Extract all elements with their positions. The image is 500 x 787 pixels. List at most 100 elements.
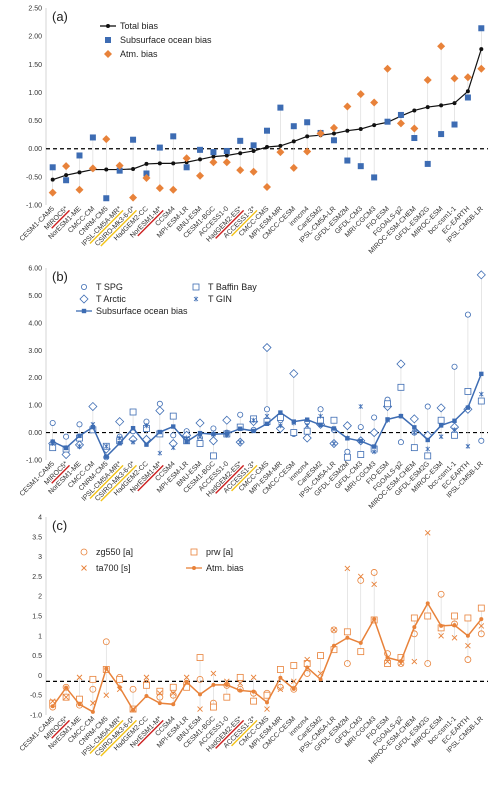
data-point — [61, 449, 71, 460]
data-point — [290, 678, 297, 685]
data-point — [223, 693, 231, 701]
data-point — [75, 185, 84, 194]
data-point — [64, 173, 69, 178]
data-point — [476, 270, 486, 280]
data-point — [76, 152, 83, 159]
data-point — [397, 383, 405, 391]
legend-entry: T Arctic — [79, 294, 126, 304]
data-point — [451, 363, 458, 370]
data-point — [117, 685, 122, 690]
data-point — [249, 167, 258, 176]
data-point — [452, 623, 457, 628]
data-point — [317, 406, 324, 413]
legend-marker — [193, 296, 199, 302]
data-point — [331, 643, 336, 648]
data-point — [412, 430, 417, 436]
data-point — [331, 627, 337, 633]
data-point — [236, 673, 244, 681]
data-point — [251, 148, 256, 153]
model-highlight-underline — [100, 209, 137, 247]
data-point — [371, 174, 378, 181]
data-point — [358, 404, 364, 410]
data-point — [372, 123, 377, 128]
data-point — [463, 73, 472, 82]
data-point — [63, 433, 70, 440]
data-point — [464, 656, 472, 663]
data-point — [303, 427, 311, 435]
data-point — [129, 408, 137, 416]
data-point — [251, 417, 256, 423]
y-tick-label: 1.50 — [28, 62, 42, 69]
data-point — [104, 454, 109, 459]
data-point — [303, 147, 312, 156]
legend-marker — [190, 548, 198, 556]
data-point — [465, 633, 470, 638]
data-point — [477, 397, 485, 405]
data-point — [278, 423, 283, 429]
data-point — [196, 440, 204, 447]
data-point — [302, 433, 312, 443]
data-point — [129, 193, 138, 202]
legend-entry: ta700 [s] — [81, 563, 131, 573]
legend-label: Atm. bias — [206, 563, 244, 573]
data-point — [345, 635, 350, 640]
data-point — [250, 142, 257, 149]
y-tick-label: -1.00 — [26, 458, 42, 465]
y-tick-label: 1 — [38, 633, 42, 640]
data-point — [169, 691, 177, 699]
model-highlight-underline — [89, 719, 124, 755]
data-point — [372, 617, 377, 622]
data-point — [170, 445, 176, 451]
data-point — [409, 414, 419, 424]
data-point — [356, 90, 365, 99]
data-point — [438, 131, 445, 138]
data-point — [157, 450, 163, 456]
legend-marker — [192, 566, 196, 570]
data-point — [438, 423, 444, 428]
data-point — [277, 104, 284, 111]
data-point — [50, 704, 55, 709]
data-point — [210, 452, 217, 460]
data-point — [63, 445, 69, 451]
data-point — [278, 143, 283, 148]
data-point — [465, 405, 471, 410]
legend-label: Total bias — [120, 21, 159, 31]
data-point — [424, 403, 431, 410]
data-point — [438, 434, 444, 440]
data-point — [237, 439, 243, 445]
data-point — [171, 161, 176, 166]
data-point — [264, 413, 270, 419]
data-point — [384, 658, 391, 665]
series-total-bias — [50, 47, 484, 182]
data-point — [345, 436, 350, 441]
data-point — [479, 391, 484, 397]
data-point — [304, 417, 310, 422]
data-point — [370, 569, 378, 576]
model-highlight-underline — [137, 209, 164, 237]
data-point — [155, 406, 165, 416]
data-point — [304, 656, 311, 663]
data-point — [238, 426, 243, 431]
y-tick-label: 5.00 — [28, 293, 42, 300]
data-point — [77, 702, 82, 707]
data-point — [358, 640, 363, 645]
legend-label: T Baffin Bay — [208, 282, 257, 292]
data-point — [264, 706, 270, 712]
series-subsurface-ocean-bias — [50, 371, 484, 459]
panel-label: (c) — [52, 518, 67, 533]
data-point — [171, 424, 176, 429]
data-point — [210, 703, 217, 711]
legend-entry: prw [a] — [190, 547, 233, 557]
data-point — [397, 439, 404, 446]
data-point — [142, 173, 151, 182]
model-highlight-underline — [215, 464, 245, 494]
legend-label: prw [a] — [206, 547, 233, 557]
data-point — [211, 154, 216, 159]
data-point — [345, 128, 350, 133]
data-point — [251, 428, 256, 434]
data-point — [305, 134, 310, 139]
data-point — [50, 439, 55, 444]
series-atm-bias — [50, 601, 484, 714]
data-point — [289, 369, 299, 379]
data-point — [198, 692, 203, 697]
